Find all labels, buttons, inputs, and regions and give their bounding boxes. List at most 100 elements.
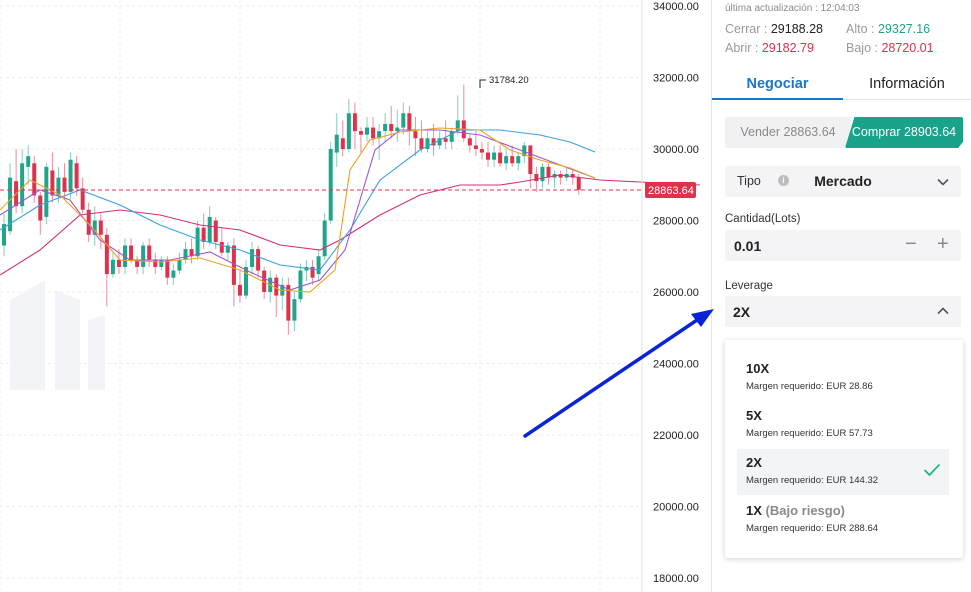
- candlestick: [250, 241, 255, 275]
- leverage-option-2x[interactable]: 2X Margen requerido: EUR 144.32: [737, 449, 949, 495]
- quantity-stepper: 0.01 − +: [725, 230, 961, 261]
- info-icon[interactable]: i: [778, 175, 789, 186]
- leverage-option-1x[interactable]: 1X (Bajo riesgo) Margen requerido: EUR 2…: [737, 497, 949, 543]
- last-update: última actualización : 12:04:03: [725, 3, 860, 14]
- candlestick: [147, 238, 152, 267]
- candlestick: [328, 141, 333, 225]
- y-axis-label: 20000.00: [653, 502, 699, 514]
- quantity-label: Cantidad(Lots): [725, 213, 801, 225]
- candlestick: [177, 252, 182, 275]
- leverage-select[interactable]: 2X: [725, 296, 961, 327]
- candlestick: [522, 141, 527, 164]
- candlestick: [425, 131, 430, 153]
- candlestick: [564, 166, 569, 182]
- candlestick: [183, 241, 188, 264]
- decrease-button[interactable]: −: [905, 233, 917, 255]
- option-title: 5X: [746, 408, 762, 423]
- candlestick: [431, 123, 436, 157]
- high-label: Alto: [846, 22, 868, 36]
- candlestick: [467, 134, 472, 153]
- candlestick: [268, 270, 273, 303]
- candlestick: [552, 170, 557, 189]
- candlestick: [413, 116, 418, 157]
- candlestick: [244, 259, 248, 300]
- candlestick: [280, 277, 285, 310]
- candlestick: [62, 163, 67, 200]
- increase-button[interactable]: +: [937, 233, 949, 255]
- leverage-value: 2X: [733, 304, 751, 320]
- tab-informacion[interactable]: Información: [869, 76, 945, 92]
- y-axis-label: 34000.00: [653, 1, 699, 13]
- tab-negociar[interactable]: Negociar: [712, 70, 843, 100]
- candlestick: [358, 127, 363, 153]
- candlestick: [298, 263, 303, 303]
- ma-line-blue: [0, 129, 596, 271]
- candlestick: [74, 156, 79, 196]
- candlestick: [292, 292, 297, 332]
- candlestick: [558, 170, 563, 185]
- y-axis-label: 22000.00: [653, 430, 699, 442]
- candlestick: [304, 259, 309, 282]
- close-label: Cerrar: [725, 22, 761, 36]
- quantity-input[interactable]: 0.01: [734, 238, 762, 254]
- candlestick: [492, 145, 497, 167]
- candlestick: [256, 245, 261, 278]
- buy-button[interactable]: Comprar 28903.64: [845, 117, 963, 148]
- candlestick: [2, 213, 6, 257]
- candlestick: [377, 123, 382, 160]
- candlestick: [443, 120, 448, 149]
- quote-high: Alto : 29327.16: [846, 22, 931, 36]
- candlestick: [171, 263, 176, 285]
- candlestick: [262, 266, 267, 300]
- candlestick-chart[interactable]: 28863.64 34000.00 32000.00 30000.00 28000.0…: [0, 0, 711, 592]
- open-label: Abrir: [725, 41, 752, 55]
- candlestick: [401, 102, 406, 135]
- sell-button[interactable]: Vender 28863.64: [725, 117, 851, 148]
- y-axis-label: 26000.00: [653, 287, 699, 299]
- order-type-select[interactable]: Tipo i Mercado: [725, 166, 961, 197]
- leverage-option-10x[interactable]: 10X Margen requerido: EUR 28.86: [737, 355, 949, 401]
- leverage-dropdown: 10X Margen requerido: EUR 28.86 5X Marge…: [725, 340, 963, 558]
- candlestick: [80, 177, 85, 214]
- candlestick: [346, 98, 351, 153]
- candlestick: [407, 106, 412, 146]
- candlestick: [195, 220, 200, 260]
- candlestick: [340, 120, 345, 157]
- candlestick: [383, 113, 388, 142]
- candlestick: [479, 141, 484, 160]
- low-label: Bajo: [846, 41, 872, 55]
- y-axis-label: 18000.00: [653, 573, 699, 585]
- candlestick: [129, 238, 134, 264]
- quote-low: Bajo : 28720.01: [846, 41, 934, 55]
- candlestick: [219, 227, 224, 257]
- ma-line-orange: [0, 127, 596, 293]
- option-title: 2X: [746, 455, 762, 470]
- candlestick: [141, 241, 146, 275]
- candlestick: [473, 131, 478, 157]
- candlestick: [32, 156, 37, 203]
- candlestick: [365, 116, 369, 142]
- candlestick: [104, 227, 109, 307]
- candlestick: [334, 113, 339, 167]
- candlestick: [371, 116, 376, 146]
- price-chart[interactable]: 28863.64 34000.00 32000.00 30000.00 28000.0…: [0, 0, 711, 592]
- option-note: (Bajo riesgo): [765, 503, 845, 518]
- candlestick: [528, 145, 533, 189]
- candlestick: [26, 145, 31, 185]
- candlestick: [153, 252, 158, 275]
- candlestick: [310, 259, 315, 285]
- watermark-logo: [10, 280, 105, 390]
- trade-buttons: Vender 28863.64 Comprar 28903.64: [725, 117, 963, 148]
- candlestick: [159, 256, 164, 271]
- candlestick: [286, 277, 291, 335]
- option-title: 1X: [746, 503, 762, 518]
- candlestick: [237, 270, 242, 303]
- leverage-option-5x[interactable]: 5X Margen requerido: EUR 57.73: [737, 402, 949, 448]
- candlestick: [8, 163, 13, 235]
- candlestick: [86, 202, 91, 242]
- candlestick: [455, 95, 460, 135]
- candlestick: [486, 141, 490, 167]
- candlestick: [201, 213, 206, 250]
- candlestick: [322, 213, 327, 260]
- option-margin-value: EUR 57.73: [826, 428, 873, 439]
